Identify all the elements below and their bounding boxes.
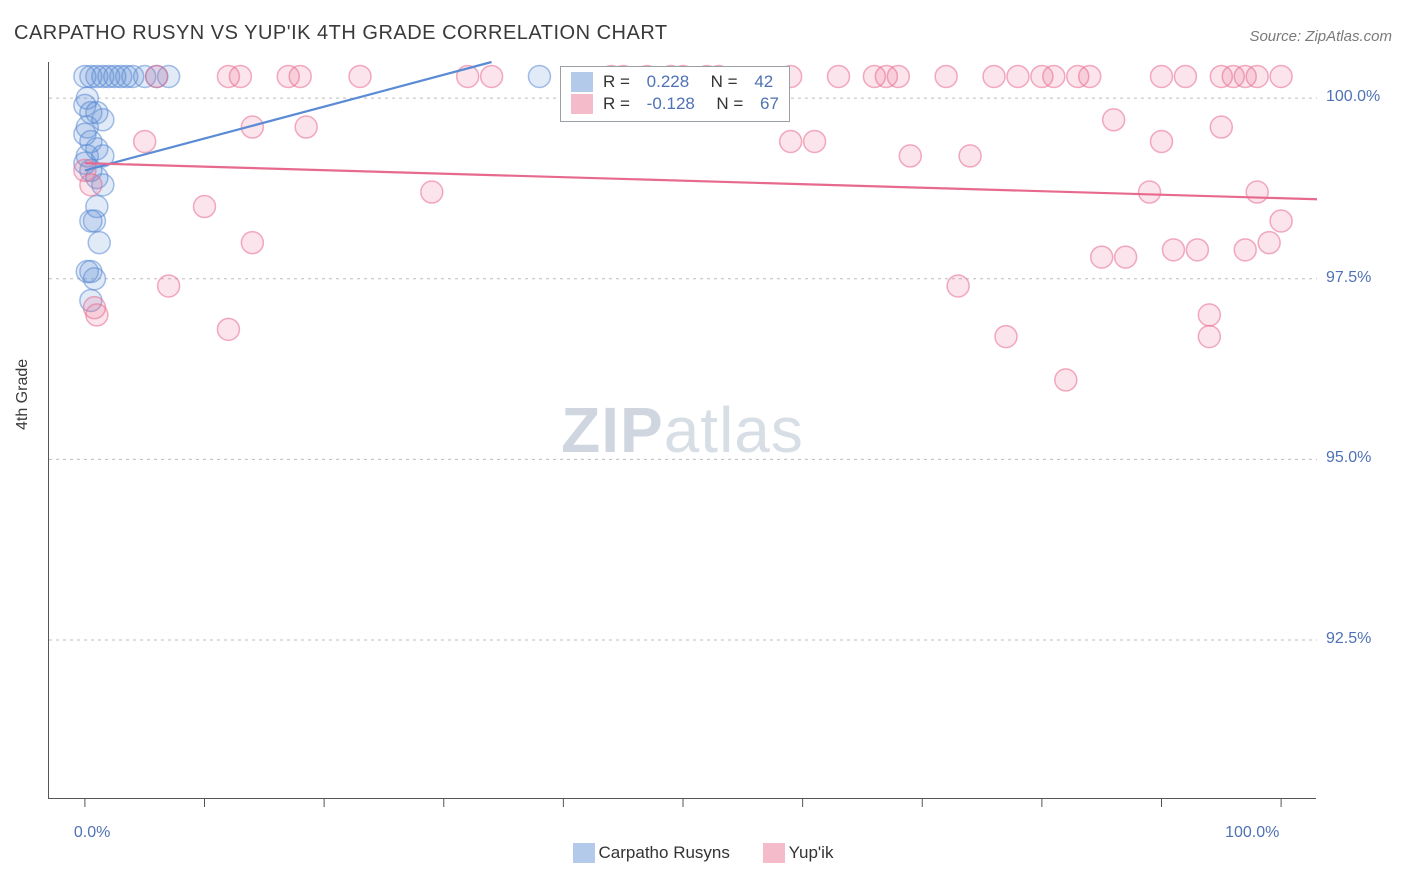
x-tick-label: 100.0% <box>1225 824 1279 842</box>
y-tick-label: 100.0% <box>1326 88 1380 106</box>
y-axis-label: 4th Grade <box>14 359 32 430</box>
swatch-series-2 <box>571 94 593 114</box>
n-value-1: 42 <box>754 72 773 92</box>
legend-stats-row-2: R = -0.128 N = 67 <box>571 93 779 115</box>
legend-item-1: Carpatho Rusyns <box>573 843 730 863</box>
y-tick-label: 95.0% <box>1326 449 1371 467</box>
r-value-1: 0.228 <box>647 72 690 92</box>
plot-svg <box>49 62 1316 798</box>
legend-label-2: Yup'ik <box>789 843 834 863</box>
legend-item-2: Yup'ik <box>763 843 834 863</box>
x-tick-label: 0.0% <box>74 824 110 842</box>
y-tick-label: 97.5% <box>1326 269 1371 287</box>
n-value-2: 67 <box>760 94 779 114</box>
swatch-series-1-icon <box>573 843 595 863</box>
legend-stats-box: R = 0.228 N = 42 R = -0.128 N = 67 <box>560 66 790 122</box>
swatch-series-2-icon <box>763 843 785 863</box>
legend-label-1: Carpatho Rusyns <box>599 843 730 863</box>
swatch-series-1 <box>571 72 593 92</box>
legend-bottom: Carpatho Rusyns Yup'ik <box>0 843 1406 868</box>
scatter-plot: ZIPatlas <box>48 62 1316 799</box>
y-tick-label: 92.5% <box>1326 630 1371 648</box>
source-credit: Source: ZipAtlas.com <box>1249 28 1392 45</box>
r-value-2: -0.128 <box>647 94 695 114</box>
chart-title: CARPATHO RUSYN VS YUP'IK 4TH GRADE CORRE… <box>14 22 668 45</box>
legend-stats-row-1: R = 0.228 N = 42 <box>571 71 779 93</box>
